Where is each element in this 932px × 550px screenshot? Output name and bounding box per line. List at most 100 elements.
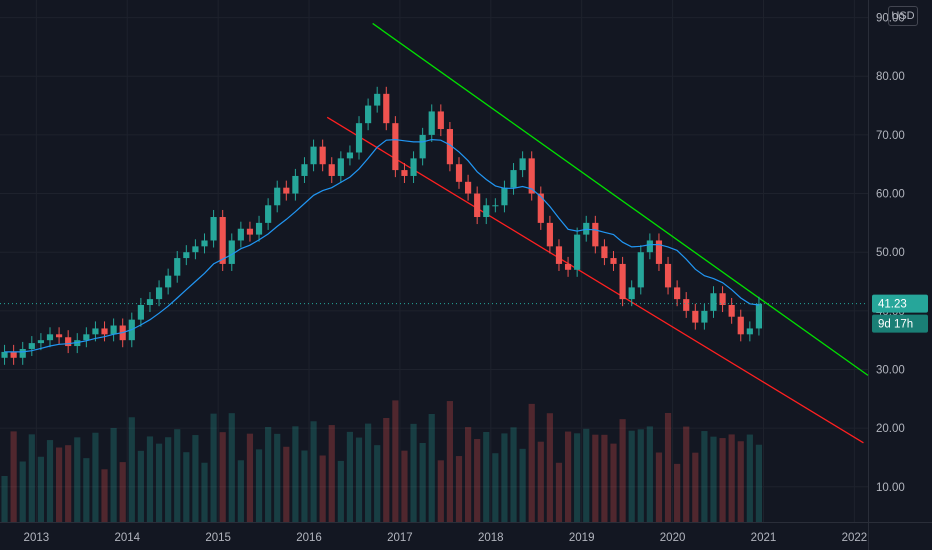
volume-bar [74, 437, 81, 522]
time-tick-label: 2021 [751, 532, 777, 544]
candle-down [455, 164, 463, 182]
candle-up [19, 348, 26, 358]
candle-down [283, 187, 290, 194]
candle-down [328, 164, 335, 176]
volume-bar [128, 417, 135, 522]
volume-bars [1, 400, 763, 522]
volume-bar [501, 433, 508, 522]
time-tick-label: 2020 [660, 532, 686, 544]
candle-up [301, 164, 308, 176]
price-tick-label: 90.00 [876, 13, 905, 25]
candle-up [637, 252, 644, 288]
time-tick-label: 2013 [24, 532, 50, 544]
candle-up [28, 343, 35, 349]
candle-down [101, 328, 108, 335]
volume-bar [101, 469, 108, 522]
volume-bar [510, 427, 517, 522]
volume-bar [737, 441, 744, 522]
candle-down [392, 123, 399, 171]
candle-up [201, 240, 208, 247]
moving-average [4, 138, 759, 353]
price-tick-label: 60.00 [876, 189, 905, 201]
volume-bar [383, 417, 390, 522]
candle-up [410, 158, 417, 176]
time-tick-label: 2022 [842, 532, 868, 544]
candle-up [74, 340, 81, 347]
volume-bar [137, 450, 144, 522]
volume-bar [265, 426, 272, 522]
candle-up [237, 228, 244, 241]
candle-up [37, 340, 44, 344]
price-axis[interactable]: 10.0020.0030.0040.0050.0060.0070.0080.00… [876, 13, 905, 494]
time-axis[interactable]: 2013 2014 2015 2016 2017 2018 2019 2020 2021 2022 [24, 532, 868, 544]
countdown-tag [872, 314, 928, 333]
candle-up [274, 187, 281, 206]
volume-bar [464, 427, 472, 522]
candle-down [528, 158, 535, 194]
candle-up [746, 328, 753, 335]
candle-up [1, 351, 8, 358]
volume-bar [65, 445, 72, 522]
volume-bar [392, 400, 399, 522]
candle-down [219, 217, 226, 264]
candle-up [210, 217, 217, 241]
candle-up [510, 170, 517, 188]
volume-bar [183, 452, 190, 522]
time-tick-label: 2014 [114, 532, 140, 544]
volume-bar [664, 413, 672, 522]
candle-up [337, 158, 344, 176]
candle-up [137, 304, 144, 320]
volume-bar [310, 421, 317, 522]
volume-bar [583, 428, 590, 522]
candle-down [655, 240, 663, 264]
price-tick-label: 30.00 [876, 365, 905, 377]
volume-bar [719, 438, 726, 522]
volume-bar [319, 455, 326, 522]
candle-down [683, 299, 690, 311]
volume-bar [419, 443, 426, 522]
candle-down [246, 228, 254, 235]
volume-bar [410, 423, 417, 522]
volume-bar [446, 401, 453, 522]
volume-bar [574, 433, 581, 522]
candle-up [155, 287, 163, 300]
candle-up [701, 310, 708, 323]
candle-down [692, 310, 699, 323]
candle-down [446, 129, 453, 165]
candle-up [346, 152, 354, 159]
volume-bar [692, 452, 699, 522]
volume-bar [355, 437, 363, 522]
price-tick-label: 50.00 [876, 247, 905, 259]
volume-bar [119, 462, 126, 522]
candle-down [65, 337, 72, 347]
price-tick-label: 70.00 [876, 130, 905, 142]
candle-down [383, 93, 390, 124]
volume-bar [37, 456, 44, 522]
price-tags: 41.23 9d 17h [0, 294, 928, 333]
price-tick-label: 80.00 [876, 71, 905, 83]
volume-bar [283, 446, 290, 522]
volume-bar [146, 436, 154, 522]
currency-button[interactable]: USD [888, 6, 918, 26]
last-price-label: 41.23 [878, 299, 907, 311]
candle-down [555, 246, 563, 264]
candle-up [83, 334, 90, 341]
volume-bar [592, 434, 599, 522]
volume-bar [610, 443, 617, 522]
candle-up [355, 123, 363, 153]
candle-up [519, 158, 526, 171]
candle-up [419, 134, 426, 159]
candle-up [483, 205, 490, 218]
volume-bar [28, 434, 35, 522]
candle-up [192, 246, 199, 253]
candle-down [319, 146, 326, 165]
volume-bar [655, 452, 663, 522]
volume-bar [701, 431, 708, 522]
volume-bar [237, 460, 244, 522]
volume-bar [328, 425, 335, 522]
candle-down [674, 287, 681, 300]
volume-bar [46, 440, 54, 522]
time-tick-label: 2018 [478, 532, 504, 544]
volume-bar [55, 447, 63, 522]
